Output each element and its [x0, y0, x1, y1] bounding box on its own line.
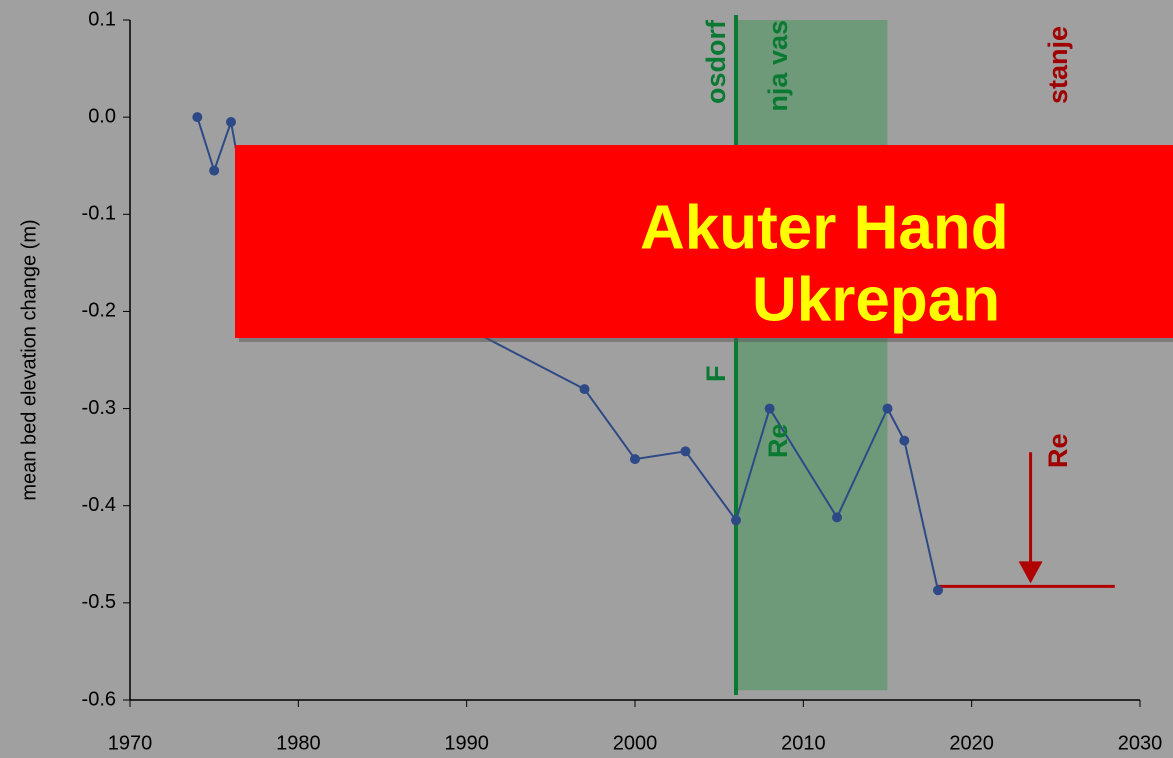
y-tick-label: -0.5 — [82, 591, 116, 613]
annotation-label: F — [701, 366, 731, 383]
x-tick-label: 2030 — [1118, 732, 1163, 754]
data-point — [933, 585, 943, 596]
x-tick-label: 1990 — [444, 732, 489, 754]
banner — [235, 145, 1173, 338]
y-tick-label: -0.4 — [82, 494, 116, 516]
data-point — [731, 515, 741, 526]
arrow-head — [1018, 561, 1043, 584]
x-tick-label: 2020 — [949, 732, 994, 754]
y-tick-label: -0.2 — [82, 300, 116, 322]
data-point — [209, 165, 220, 176]
annotation-label: Re — [1043, 433, 1073, 468]
y-tick-label: -0.6 — [82, 688, 116, 710]
y-tick-label: 0.0 — [88, 105, 116, 127]
banner-text: Ukrepan — [752, 265, 1000, 334]
annotation-label: stanje — [1043, 26, 1073, 104]
x-tick-label: 2010 — [781, 732, 826, 754]
x-tick-label: 1980 — [276, 732, 321, 754]
x-tick-label: 1970 — [108, 732, 153, 754]
annotation-label: nja vas — [763, 20, 793, 112]
shaded-span — [736, 20, 888, 691]
y-axis-label: mean bed elevation change (m) — [18, 219, 40, 500]
data-point — [764, 403, 775, 414]
data-point — [579, 384, 590, 395]
data-point — [192, 112, 203, 123]
data-point — [832, 512, 842, 523]
data-point — [680, 446, 691, 457]
data-point — [630, 454, 640, 465]
banner-text: Akuter Hand — [640, 193, 1009, 262]
data-point — [882, 403, 893, 414]
data-point — [226, 117, 236, 127]
y-tick-label: -0.3 — [82, 397, 116, 419]
annotation-label: osdorf — [701, 19, 731, 104]
annotation-label: Re — [763, 423, 793, 458]
x-tick-label: 2000 — [613, 732, 658, 754]
y-tick-label: -0.1 — [82, 203, 116, 225]
data-point — [899, 435, 910, 446]
y-tick-label: 0.1 — [88, 8, 116, 30]
